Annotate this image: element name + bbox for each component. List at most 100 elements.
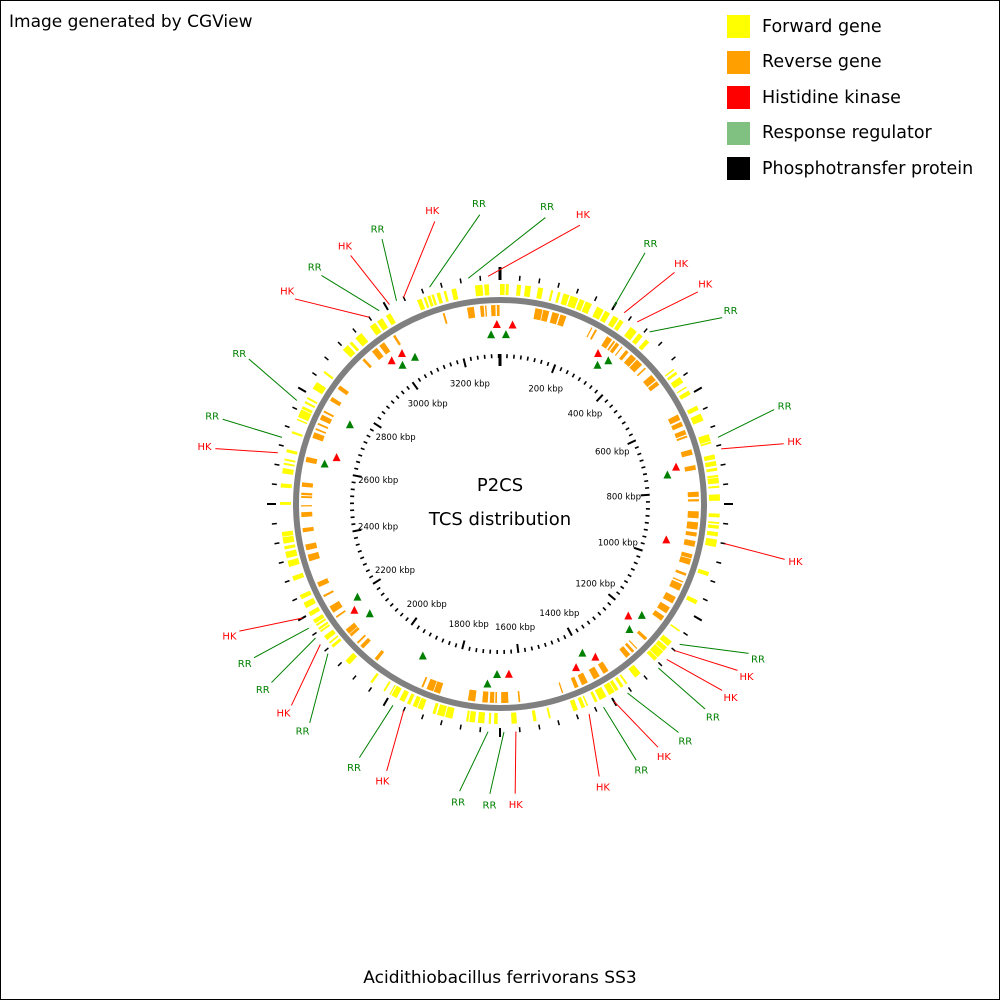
forward-gene-segment: [704, 460, 717, 468]
forward-gene-segment: [399, 689, 409, 703]
legend-label: Reverse gene: [762, 52, 882, 73]
ruler-minor-tick: [628, 433, 634, 437]
ruler-minor-tick: [577, 376, 582, 382]
ruler-minor-tick: [633, 561, 638, 565]
ruler-minor-tick: [353, 536, 359, 540]
legend-swatch: [727, 121, 750, 145]
legend-item-phosphotransfer-protein: Phosphotransfer protein: [727, 151, 973, 187]
forward-gene-segment: [342, 345, 356, 358]
reverse-gene-segment: [684, 465, 697, 472]
ruler-minor-tick: [428, 632, 432, 637]
ruler-major-tick: [640, 493, 650, 497]
forward-gene-segment: [436, 704, 447, 717]
forward-gene-segment: [431, 294, 438, 306]
ruler-minor-tick: [436, 367, 440, 372]
ruler-minor-tick: [380, 592, 385, 597]
kbp-label: 2000 kbp: [407, 600, 447, 610]
outer-tick: [274, 463, 280, 466]
ruler-minor-tick: [644, 521, 649, 524]
forward-gene-segment: [516, 284, 522, 296]
forward-gene-segment: [707, 474, 719, 479]
rr-callout-label: RR: [778, 402, 792, 413]
forward-gene-segment: [283, 462, 295, 467]
reverse-gene-segment: [614, 346, 623, 356]
reverse-gene-segment: [676, 435, 688, 442]
forward-gene-segment: [548, 290, 554, 302]
reverse-gene-segment: [685, 530, 697, 537]
rr-marker: [483, 679, 492, 688]
callout-line: [459, 731, 489, 792]
ruler-minor-tick: [455, 360, 459, 365]
reverse-gene-segment: [466, 306, 476, 319]
reverse-gene-segment: [597, 661, 609, 674]
outer-tick: [284, 579, 290, 584]
forward-gene-segment: [304, 401, 316, 409]
reverse-gene-segment: [489, 691, 495, 703]
callout-line: [636, 291, 699, 323]
ruler-minor-tick: [537, 644, 540, 650]
forward-gene-segment: [286, 449, 298, 455]
reverse-gene-segment: [482, 691, 489, 703]
reverse-gene-segment: [628, 640, 638, 649]
tcs-markers: [320, 320, 681, 688]
outer-tick: [382, 697, 389, 707]
reverse-gene-segment: [392, 334, 401, 346]
forward-gene-segment: [484, 284, 490, 296]
ruler-major-tick: [352, 474, 362, 478]
callout-line: [309, 653, 329, 723]
ruler-minor-tick: [625, 427, 630, 431]
ruler-minor-tick: [406, 385, 410, 391]
hk-marker: [662, 535, 671, 544]
callout-line: [386, 710, 405, 772]
forward-gene-segment: [511, 712, 517, 724]
forward-gene-segment: [417, 697, 427, 710]
ruler-minor-tick: [416, 625, 421, 630]
reverse-gene-segment: [301, 505, 313, 507]
ruler-minor-tick: [469, 356, 473, 362]
reverse-gene-segment: [421, 676, 428, 688]
forward-gene-segment: [646, 650, 658, 661]
reverse-gene-segment: [479, 305, 485, 317]
ruler-minor-tick: [354, 467, 359, 470]
reverse-gene-segment: [356, 634, 366, 644]
forward-gene-segment: [281, 530, 294, 537]
ruler-minor-tick: [351, 481, 356, 484]
rr-marker: [398, 360, 407, 369]
forward-gene-segment: [306, 396, 318, 404]
forward-gene-segment: [297, 409, 312, 422]
forward-gene-segment: [690, 413, 704, 425]
reverse-gene-segment: [672, 577, 684, 583]
ruler-minor-tick: [641, 466, 646, 469]
forward-gene-segment: [670, 377, 684, 389]
ruler-minor-tick: [519, 355, 522, 360]
ruler-minor-tick: [543, 642, 547, 648]
reverse-gene-segment: [501, 691, 509, 703]
outer-tick: [710, 579, 716, 584]
forward-gene-segment: [385, 313, 396, 326]
legend-item-forward-gene: Forward gene: [727, 9, 973, 45]
outer-tick: [538, 724, 541, 730]
reverse-gene-segment: [495, 691, 498, 703]
legend-label: Response regulator: [762, 123, 932, 144]
forward-gene-segment: [685, 595, 698, 605]
ruler-major-tick: [352, 528, 362, 533]
outer-tick: [420, 714, 425, 720]
outer-tick: [683, 631, 689, 636]
ruler-minor-tick: [369, 575, 374, 579]
kbp-label: 1600 kbp: [495, 623, 535, 633]
ruler-minor-tick: [385, 405, 391, 410]
forward-gene-segment: [488, 712, 492, 724]
forward-gene-segment: [607, 315, 619, 328]
kbp-label: 200 kbp: [528, 385, 563, 395]
callout-line: [248, 358, 298, 401]
outer-tick: [324, 356, 329, 361]
forward-gene-segment: [582, 695, 589, 707]
reverse-gene-segment: [305, 542, 318, 551]
reverse-gene-segment: [323, 410, 335, 418]
ruler-minor-tick: [360, 556, 365, 560]
reverse-gene-segment: [636, 630, 648, 641]
ruler-minor-tick: [377, 416, 382, 421]
outer-tick: [657, 661, 663, 667]
reverse-gene-segment: [533, 308, 543, 321]
